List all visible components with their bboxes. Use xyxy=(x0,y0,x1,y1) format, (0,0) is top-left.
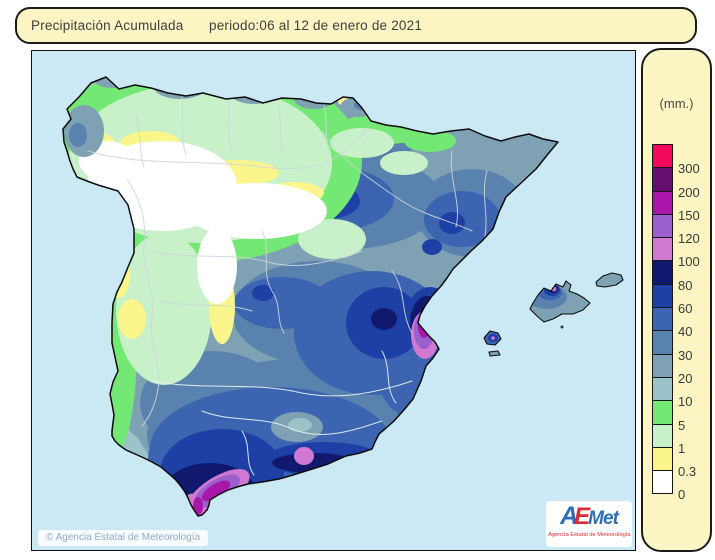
legend-value-label: 150 xyxy=(678,207,700,223)
map-panel: © Agencia Estatal de Meteorología AEMet … xyxy=(31,50,636,551)
legend-swatch-0.3 xyxy=(652,446,673,472)
legend-value-label: 10 xyxy=(678,394,693,410)
aemet-letter-e: E xyxy=(574,503,590,530)
legend-value-label: 200 xyxy=(678,184,700,200)
legend-row-200: 200 xyxy=(652,167,710,200)
legend-swatch-200 xyxy=(652,167,673,192)
legend-row-0.3: 0.3 xyxy=(652,446,710,479)
legend-row-10: 10 xyxy=(652,376,710,409)
legend-unit-label: (mm.) xyxy=(659,96,694,111)
legend-scale: 300 200 150 120 100 80 60 40 30 20 10 5 1 0.3 0 xyxy=(652,144,710,502)
legend-swatch-80 xyxy=(652,260,673,285)
legend-value-label: 120 xyxy=(678,231,700,247)
legend-swatch-120 xyxy=(652,213,673,239)
legend-swatch-10 xyxy=(652,376,673,402)
map-period: periodo:06 al 12 de enero de 2021 xyxy=(209,18,423,33)
legend-row-300: 300 xyxy=(652,144,710,176)
legend-row-150: 150 xyxy=(652,190,710,223)
aemet-logo: AEMet Agencia Estatal de Meteorología xyxy=(546,501,632,547)
legend-value-label: 60 xyxy=(678,301,693,317)
map-title: Precipitación Acumulada xyxy=(31,18,184,33)
legend-row-20: 20 xyxy=(652,353,710,386)
legend-swatch-30 xyxy=(652,330,673,355)
legend-swatch-300 xyxy=(652,144,673,169)
legend-swatch-5 xyxy=(652,400,673,425)
legend-swatch-60 xyxy=(652,283,673,309)
legend-row-60: 60 xyxy=(652,283,710,316)
legend-panel: (mm.) 300 200 150 120 100 80 60 40 30 20 10 5 1 0.3 0 xyxy=(641,48,712,552)
legend-value-label: 100 xyxy=(678,254,700,270)
legend-value-label: 0 xyxy=(678,487,686,503)
legend-value-label: 5 xyxy=(678,417,686,433)
legend-row-5: 5 xyxy=(652,400,710,433)
legend-value-label: 1 xyxy=(678,440,686,456)
aemet-wordmark: AEMet xyxy=(546,504,632,532)
aemet-letter-a: A xyxy=(560,502,578,530)
legend-row-0: 0 xyxy=(652,470,710,502)
legend-swatch-0 xyxy=(652,470,673,495)
legend-row-1: 1 xyxy=(652,423,710,456)
legend-value-label: 0.3 xyxy=(678,464,697,480)
legend-row-80: 80 xyxy=(652,260,710,293)
copyright-badge: © Agencia Estatal de Meteorología xyxy=(38,530,209,546)
legend-swatch-150 xyxy=(652,190,673,215)
legend-value-label: 300 xyxy=(678,161,700,177)
legend-value-label: 80 xyxy=(678,277,693,293)
legend-row-40: 40 xyxy=(652,307,710,339)
legend-row-100: 100 xyxy=(652,237,710,269)
legend-value-label: 30 xyxy=(678,347,693,363)
copyright-text: © Agencia Estatal de Meteorología xyxy=(46,532,201,543)
aemet-letters-met: Met xyxy=(588,508,619,529)
legend-row-30: 30 xyxy=(652,330,710,363)
legend-row-120: 120 xyxy=(652,213,710,246)
legend-swatch-40 xyxy=(652,307,673,332)
spain-precipitation-map xyxy=(62,76,631,538)
aemet-subtitle: Agencia Estatal de Meteorología xyxy=(548,532,631,538)
legend-value-label: 20 xyxy=(678,370,693,386)
title-bar: Precipitación Acumulada periodo:06 al 12… xyxy=(15,7,697,44)
legend-swatch-20 xyxy=(652,353,673,378)
balearic-islands xyxy=(483,272,624,357)
legend-swatch-1 xyxy=(652,423,673,448)
legend-swatch-100 xyxy=(652,237,673,262)
legend-value-label: 40 xyxy=(678,324,693,340)
